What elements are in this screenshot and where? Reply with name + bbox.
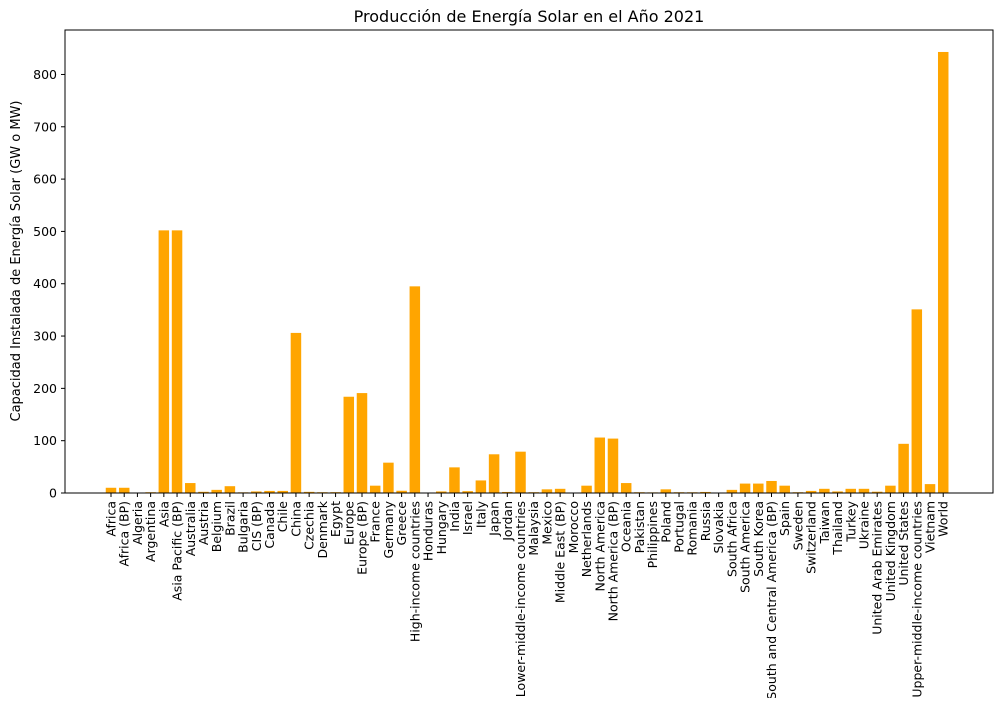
plot-frame bbox=[65, 30, 993, 493]
bar bbox=[608, 439, 619, 493]
bar bbox=[542, 489, 553, 493]
bar bbox=[515, 452, 526, 493]
y-tick-label: 200 bbox=[33, 381, 57, 396]
bar bbox=[172, 230, 183, 493]
bar bbox=[225, 486, 236, 493]
bar bbox=[912, 309, 923, 493]
bar bbox=[159, 230, 170, 493]
y-tick-label: 600 bbox=[33, 172, 57, 187]
bar bbox=[621, 483, 632, 493]
bar bbox=[779, 486, 790, 493]
bar bbox=[938, 52, 949, 493]
bar bbox=[925, 484, 936, 493]
bar bbox=[555, 489, 566, 493]
bar bbox=[859, 489, 870, 493]
bar bbox=[357, 393, 368, 493]
y-tick-label: 300 bbox=[33, 329, 57, 344]
bar bbox=[898, 444, 909, 493]
bar bbox=[344, 397, 355, 493]
bar bbox=[119, 488, 129, 493]
bar bbox=[370, 486, 381, 493]
bar bbox=[766, 481, 777, 493]
bar bbox=[185, 483, 196, 493]
y-tick-label: 700 bbox=[33, 119, 57, 134]
bar bbox=[819, 489, 830, 493]
bar bbox=[740, 484, 751, 493]
bar bbox=[846, 489, 857, 493]
bar bbox=[753, 484, 764, 493]
bar bbox=[581, 486, 592, 493]
y-ticks-group: 0 100 200 300 400 500 600 700 800 bbox=[33, 67, 65, 501]
y-tick-label: 400 bbox=[33, 276, 57, 291]
x-tick-label: World bbox=[936, 501, 951, 537]
y-tick-label: 0 bbox=[49, 486, 57, 501]
bar bbox=[885, 486, 896, 493]
bar bbox=[476, 480, 487, 493]
bar bbox=[661, 489, 672, 493]
y-axis-label: Capacidad Instalada de Energía Solar (GW… bbox=[9, 101, 24, 422]
bar bbox=[410, 286, 421, 493]
y-tick-label: 100 bbox=[33, 433, 57, 448]
bars-group bbox=[106, 52, 949, 493]
bar bbox=[489, 454, 500, 493]
bar bbox=[106, 488, 117, 493]
bar bbox=[291, 333, 302, 493]
bar bbox=[383, 463, 394, 493]
y-tick-label: 800 bbox=[33, 67, 57, 82]
chart-title: Producción de Energía Solar en el Año 20… bbox=[354, 7, 705, 26]
bar bbox=[449, 467, 460, 493]
y-tick-label: 500 bbox=[33, 224, 57, 239]
bar bbox=[595, 438, 606, 493]
